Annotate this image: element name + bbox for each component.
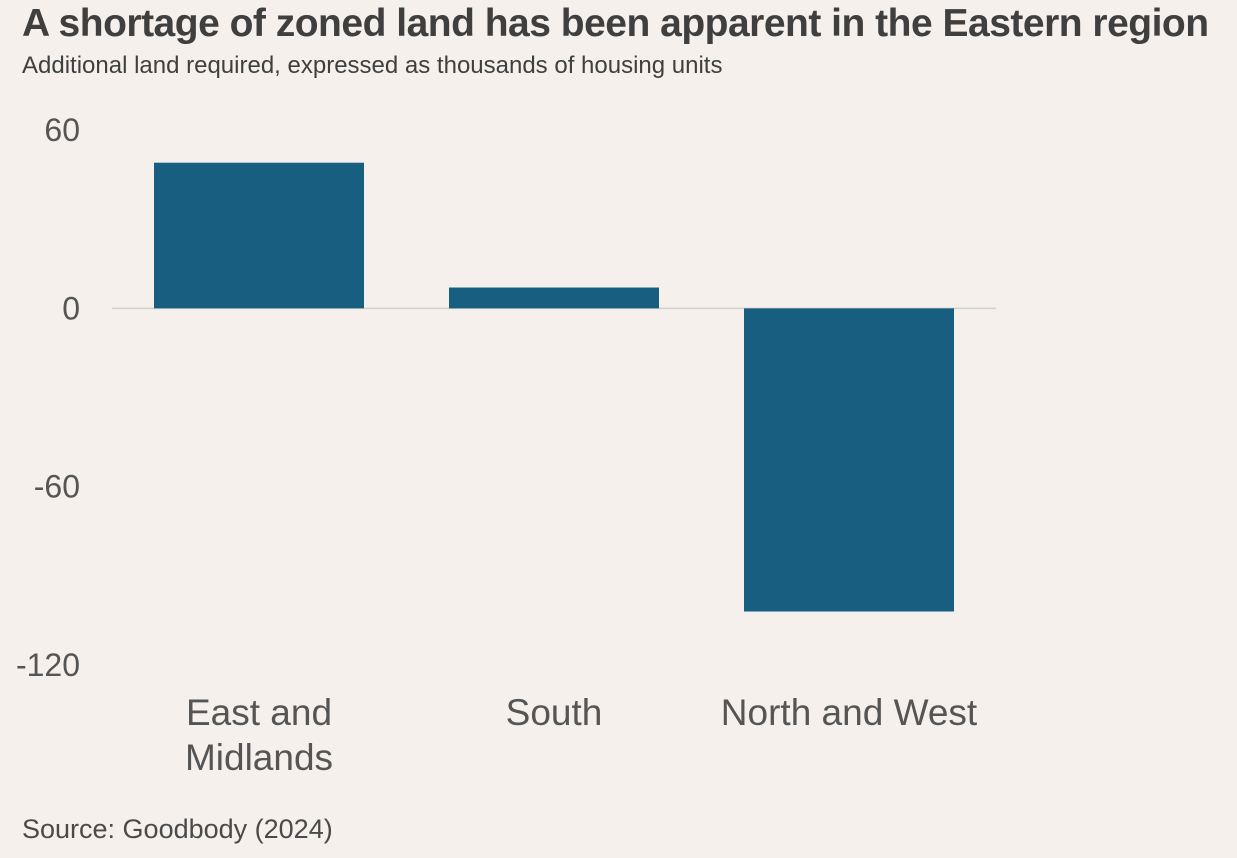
- x-tick-label: South: [506, 692, 603, 733]
- bar: [744, 308, 954, 612]
- bar: [154, 162, 364, 309]
- x-tick-label: East and Midlands: [185, 692, 333, 778]
- y-tick-label: 60: [44, 112, 80, 148]
- x-axis-labels: East and Midlands South North and West: [185, 692, 978, 778]
- bar: [449, 287, 659, 309]
- x-tick-label: North and West: [721, 692, 978, 733]
- chart-title: A shortage of zoned land has been appare…: [22, 2, 1209, 45]
- y-tick-label: -60: [34, 469, 80, 505]
- source-note: Source: Goodbody (2024): [22, 814, 333, 844]
- y-tick-label: -120: [16, 647, 80, 683]
- y-axis-ticks: 60 0 -60 -120: [16, 112, 80, 683]
- bars: [154, 162, 954, 612]
- y-tick-label: 0: [62, 290, 80, 326]
- chart-subtitle: Additional land required, expressed as t…: [22, 52, 723, 79]
